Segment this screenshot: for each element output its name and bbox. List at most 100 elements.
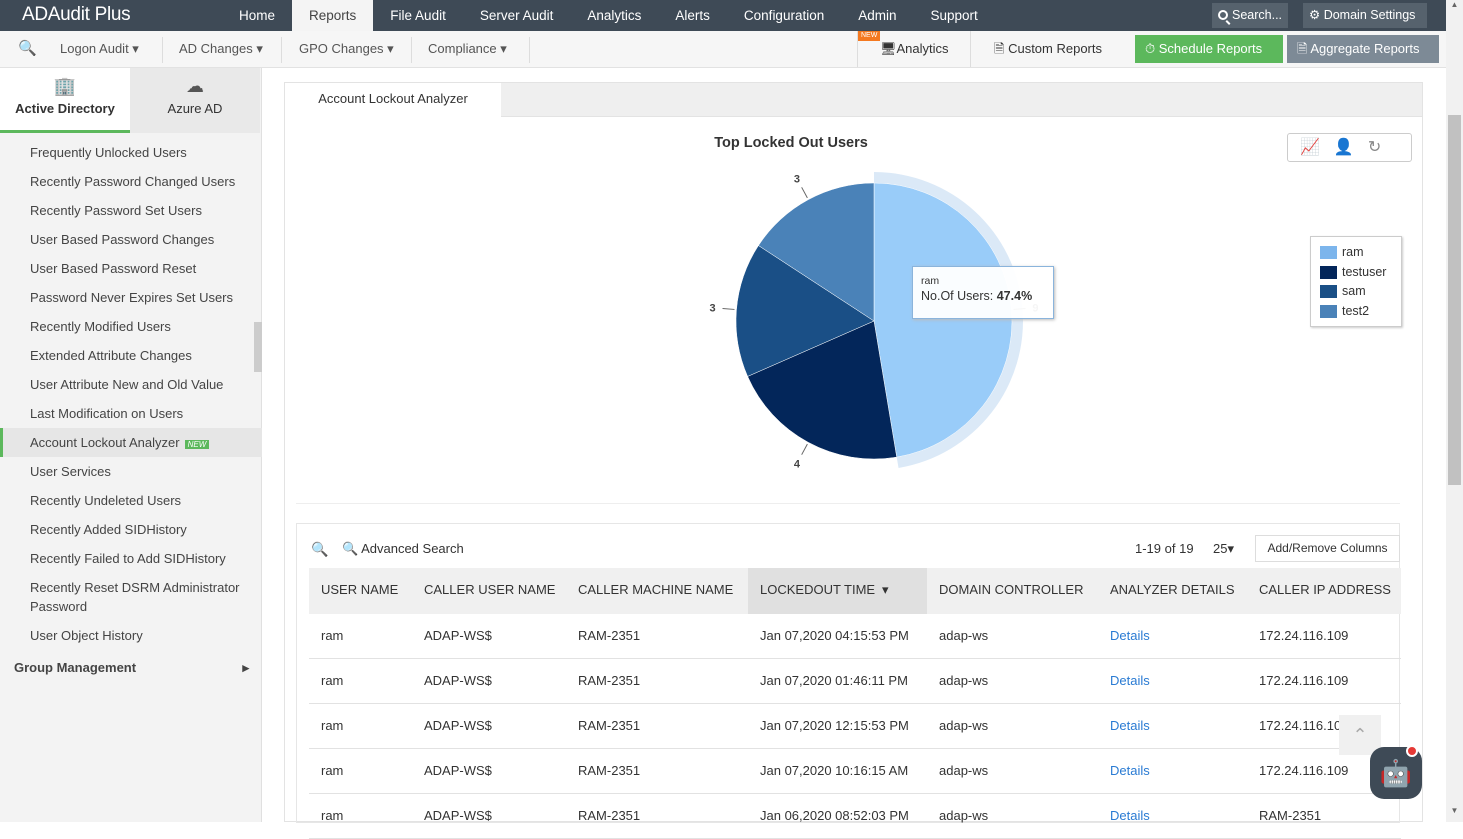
- sidebar-item[interactable]: Last Modification on Users: [30, 404, 255, 423]
- pie-slice-testuser[interactable]: [747, 320, 898, 460]
- pie-slice-test2[interactable]: [758, 182, 875, 322]
- sidebar-item[interactable]: User Based Password Reset: [30, 259, 255, 278]
- pie-slice-sam[interactable]: [735, 245, 875, 377]
- legend-item[interactable]: testuser: [1311, 263, 1401, 283]
- refresh-icon[interactable]: ↻: [1367, 139, 1396, 156]
- scroll-down-icon[interactable]: ▼: [1450, 806, 1459, 815]
- nav-analytics[interactable]: Analytics: [587, 8, 642, 23]
- domain-settings-button[interactable]: ⚙ Domain Settings: [1303, 3, 1427, 28]
- column-header[interactable]: DOMAIN CONTROLLER: [939, 582, 1084, 597]
- search-icon[interactable]: 🔍: [18, 40, 37, 57]
- sidebar-item[interactable]: Recently Added SIDHistory: [30, 520, 255, 539]
- column-header[interactable]: CALLER IP ADDRESS: [1259, 582, 1391, 597]
- sidebar-item[interactable]: Account Lockout Analyzer NEW: [0, 428, 262, 457]
- sort-desc-icon[interactable]: ▾: [882, 582, 889, 597]
- scroll-up-icon[interactable]: ▲: [1450, 0, 1459, 9]
- scroll-to-top-button[interactable]: ⌃: [1339, 715, 1381, 755]
- sidebar-item-label: User Services: [30, 464, 111, 479]
- table-cell: ram: [321, 628, 344, 643]
- nav-alerts[interactable]: Alerts: [675, 8, 710, 23]
- data-label: 3: [794, 174, 800, 186]
- search-icon: [1218, 10, 1228, 20]
- nav-support[interactable]: Support: [930, 8, 978, 23]
- menu-logon-audit[interactable]: Logon Audit ▾: [60, 41, 139, 56]
- sidebar-item[interactable]: Recently Modified Users: [30, 317, 255, 336]
- sidebar-item[interactable]: Recently Reset DSRM Administrator Passwo…: [30, 578, 255, 616]
- search-button[interactable]: Search...: [1212, 3, 1289, 28]
- page-scrollbar[interactable]: ▲ ▼: [1446, 0, 1463, 822]
- menu-gpo-changes[interactable]: GPO Changes ▾: [299, 41, 394, 56]
- sidebar-item-label: Extended Attribute Changes: [30, 348, 192, 363]
- sidebar-item[interactable]: User Object History: [30, 626, 255, 645]
- sidebar-item[interactable]: Recently Password Changed Users: [30, 172, 255, 191]
- table-cell: Jan 07,2020 12:15:53 PM: [760, 718, 909, 733]
- divider: [296, 503, 1400, 504]
- tooltip-value: 47.4%: [996, 289, 1033, 303]
- advanced-search-button[interactable]: 🔍 Advanced Search: [342, 541, 464, 556]
- sidebar-item-label: Recently Modified Users: [30, 319, 171, 334]
- pie-slice-ram[interactable]: [873, 182, 1013, 458]
- table-cell: ADAP-WS$: [424, 628, 492, 643]
- menu-compliance[interactable]: Compliance ▾: [428, 41, 507, 56]
- page-size-select[interactable]: 25▾: [1213, 541, 1234, 556]
- nav-reports[interactable]: Reports: [292, 0, 374, 31]
- sidebar-item[interactable]: User Services: [30, 462, 255, 481]
- details-link[interactable]: Details: [1110, 628, 1150, 643]
- details-link[interactable]: Details: [1110, 718, 1150, 733]
- add-chart-icon[interactable]: 📈: [1300, 139, 1334, 156]
- legend-item[interactable]: sam: [1311, 282, 1401, 302]
- analytics-button[interactable]: NEW 🖥Analytics: [857, 31, 971, 67]
- tab-azure-ad[interactable]: ☁ Azure AD: [130, 68, 260, 133]
- table-cell: ram: [321, 718, 344, 733]
- details-link[interactable]: Details: [1110, 673, 1150, 688]
- nav-file-audit[interactable]: File Audit: [390, 8, 446, 23]
- chat-bot-button[interactable]: 🤖: [1370, 745, 1422, 799]
- sidebar-item[interactable]: Frequently Unlocked Users: [30, 143, 255, 162]
- sidebar-item[interactable]: Recently Undeleted Users: [30, 491, 255, 510]
- user-icon[interactable]: 👤: [1333, 139, 1368, 156]
- sidebar-item[interactable]: Recently Failed to Add SIDHistory: [30, 549, 255, 568]
- sidebar-collapse-handle[interactable]: [254, 322, 262, 372]
- new-badge: NEW: [858, 31, 881, 41]
- add-remove-columns-button[interactable]: Add/Remove Columns: [1255, 535, 1400, 562]
- details-link[interactable]: Details: [1110, 808, 1150, 823]
- sidebar-group-management[interactable]: Group Management ▸: [14, 658, 249, 677]
- report-icon: 🗎: [994, 41, 1005, 56]
- nav-configuration[interactable]: Configuration: [743, 8, 825, 23]
- column-header[interactable]: CALLER MACHINE NAME: [578, 582, 734, 597]
- sidebar-item[interactable]: Password Never Expires Set Users: [30, 288, 255, 307]
- column-header[interactable]: CALLER USER NAME: [424, 582, 556, 597]
- column-header[interactable]: LOCKEDOUT TIME: [760, 582, 876, 597]
- search-icon[interactable]: 🔍: [311, 541, 329, 557]
- nav-server-audit[interactable]: Server Audit: [479, 8, 554, 23]
- sidebar-item[interactable]: User Based Password Changes: [30, 230, 255, 249]
- custom-reports-button[interactable]: 🗎 Custom Reports: [984, 35, 1112, 63]
- sidebar-item-label: User Object History: [30, 628, 143, 643]
- table-cell: adap-ws: [939, 718, 989, 733]
- legend-item[interactable]: test2: [1311, 302, 1401, 322]
- menu-ad-changes[interactable]: AD Changes ▾: [179, 41, 263, 56]
- sidebar-item[interactable]: Recently Password Set Users: [30, 201, 255, 220]
- table-row: ram ADAP-WS$ RAM-2351 Jan 07,2020 10:16:15 …: [309, 749, 1401, 794]
- sidebar-item[interactable]: User Attribute New and Old Value: [30, 375, 255, 394]
- nav-home[interactable]: Home: [239, 8, 276, 23]
- table-cell: ADAP-WS$: [424, 808, 492, 823]
- nav-admin[interactable]: Admin: [858, 8, 897, 23]
- table-cell: Jan 07,2020 04:15:53 PM: [760, 628, 909, 643]
- tab-active-directory[interactable]: 🏢 Active Directory: [0, 68, 130, 133]
- pagination-info: 1-19 of 19: [1135, 541, 1194, 556]
- aggregate-reports-button[interactable]: 🗎 Aggregate Reports: [1287, 35, 1439, 63]
- sidebar-item[interactable]: Extended Attribute Changes: [30, 346, 255, 365]
- details-link[interactable]: Details: [1110, 763, 1150, 778]
- aggregate-reports-label: Aggregate Reports: [1310, 41, 1420, 56]
- scrollbar-thumb[interactable]: [1448, 115, 1461, 485]
- menu-label: Compliance: [428, 41, 497, 56]
- sidebar-item-label: Account Lockout Analyzer: [30, 435, 180, 450]
- schedule-reports-button[interactable]: ⏱ Schedule Reports: [1135, 35, 1283, 63]
- column-header[interactable]: USER NAME: [321, 582, 399, 597]
- column-header[interactable]: ANALYZER DETAILS: [1110, 582, 1235, 597]
- tab-account-lockout-analyzer[interactable]: Account Lockout Analyzer: [285, 83, 501, 117]
- pie-chart: 9433: [709, 172, 1039, 470]
- advanced-search-label: Advanced Search: [361, 541, 464, 556]
- legend-item[interactable]: ram: [1311, 243, 1401, 263]
